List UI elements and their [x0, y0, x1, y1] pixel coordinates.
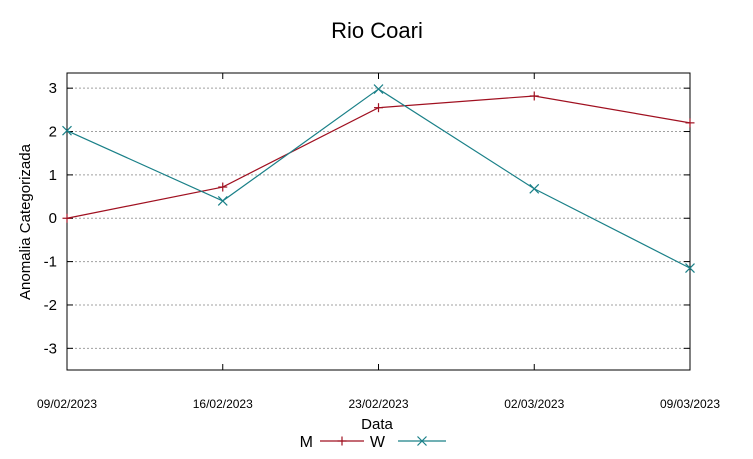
y-tick-label: 1 — [49, 167, 57, 184]
y-tick-label: 2 — [49, 124, 57, 141]
data-point — [337, 436, 347, 446]
y-tick-label: -1 — [44, 254, 57, 271]
legend-label: M — [300, 434, 313, 451]
y-tick-label: -2 — [44, 297, 57, 314]
y-tick-label: -3 — [44, 340, 57, 357]
series-line-m — [66, 95, 691, 219]
data-point — [62, 213, 72, 223]
data-point — [218, 182, 228, 192]
data-point — [685, 118, 695, 128]
data-point — [529, 91, 539, 101]
x-tick-label: 09/03/2023 — [660, 397, 720, 411]
data-point — [373, 84, 384, 94]
chart-title: Rio Coari — [331, 18, 423, 43]
x-axis: 09/02/2023 16/02/2023 23/02/2023 02/03/2023… — [37, 73, 720, 411]
y-tick-label: 3 — [49, 80, 57, 97]
data-point — [417, 436, 427, 446]
series-line-w — [66, 88, 691, 269]
x-tick-label: 23/02/2023 — [348, 397, 408, 411]
plot-frame — [66, 72, 691, 371]
data-point — [529, 183, 540, 194]
legend-item-w: W — [370, 434, 446, 451]
data-point — [685, 263, 695, 274]
y-axis: 3 2 1 0 -1 -2 -3 — [44, 80, 690, 357]
x-tick-label: 02/03/2023 — [504, 397, 564, 411]
data-point — [62, 125, 72, 136]
data-point — [374, 103, 383, 113]
series-layer — [62, 84, 695, 274]
grid-lines — [67, 87, 690, 349]
legend-item-m: M — [300, 434, 364, 451]
legend-label: W — [370, 434, 386, 451]
y-tick-label: 0 — [49, 210, 57, 227]
data-point — [217, 195, 228, 206]
x-tick-label: 16/02/2023 — [193, 397, 253, 411]
y-axis-label: Anomalia Categorizada — [17, 143, 34, 300]
x-axis-label: Data — [361, 416, 393, 433]
x-tick-label: 09/02/2023 — [37, 397, 97, 411]
